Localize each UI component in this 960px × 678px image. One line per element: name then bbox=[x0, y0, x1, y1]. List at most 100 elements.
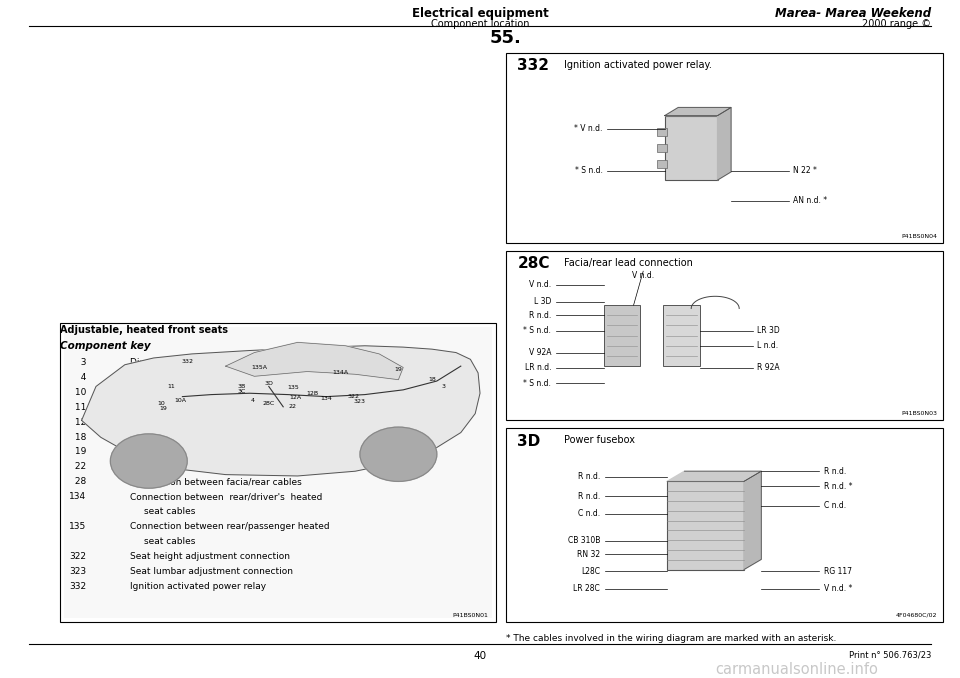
Text: Component key: Component key bbox=[60, 341, 150, 351]
Text: 12: 12 bbox=[72, 418, 86, 426]
Text: 10: 10 bbox=[157, 401, 165, 406]
Polygon shape bbox=[664, 107, 732, 116]
Bar bbox=[506, 251, 943, 420]
Bar bbox=[64, 327, 492, 618]
Polygon shape bbox=[82, 346, 480, 476]
Text: RN 32: RN 32 bbox=[577, 550, 600, 559]
Text: Connection between rear/passenger heated: Connection between rear/passenger heated bbox=[130, 522, 329, 531]
Text: 55.: 55. bbox=[490, 29, 521, 47]
Text: V n.d. *: V n.d. * bbox=[824, 584, 852, 593]
Text: 18: 18 bbox=[428, 377, 436, 382]
Text: 10A: 10A bbox=[175, 397, 186, 403]
Text: 4: 4 bbox=[251, 397, 254, 403]
Text: 134: 134 bbox=[321, 396, 332, 401]
Text: 19: 19 bbox=[395, 367, 402, 372]
Text: 28C: 28C bbox=[517, 256, 550, 271]
Text: Electrical equipment: Electrical equipment bbox=[412, 7, 548, 20]
Text: 19: 19 bbox=[159, 405, 167, 411]
Text: Component location: Component location bbox=[431, 19, 529, 29]
Text: 19: 19 bbox=[72, 447, 86, 456]
Text: Facia/rear lead connection: Facia/rear lead connection bbox=[564, 258, 692, 268]
Text: Power fusebox: Power fusebox bbox=[564, 435, 635, 445]
Text: Battery: Battery bbox=[130, 403, 163, 412]
Text: * S n.d.: * S n.d. bbox=[523, 378, 551, 388]
Text: V n.d.: V n.d. bbox=[529, 280, 551, 290]
Text: Junction unit: Junction unit bbox=[130, 373, 187, 382]
Text: C n.d.: C n.d. bbox=[824, 501, 846, 511]
Text: AN n.d. *: AN n.d. * bbox=[793, 197, 828, 205]
Text: 3C: 3C bbox=[238, 388, 246, 394]
Text: 12A: 12A bbox=[290, 395, 301, 400]
Text: C n.d.: C n.d. bbox=[578, 509, 600, 518]
Text: 332: 332 bbox=[69, 582, 86, 591]
Text: V n.d.: V n.d. bbox=[632, 271, 655, 280]
Circle shape bbox=[360, 427, 437, 481]
Text: * S n.d.: * S n.d. bbox=[523, 326, 551, 335]
Bar bbox=[657, 127, 666, 136]
Text: 28C: 28C bbox=[263, 401, 275, 406]
Polygon shape bbox=[717, 107, 732, 180]
Text: R n.d. *: R n.d. * bbox=[824, 482, 852, 491]
Text: Connection between  rear/driver's  heated: Connection between rear/driver's heated bbox=[130, 492, 322, 501]
Text: 11: 11 bbox=[72, 403, 86, 412]
Text: 18: 18 bbox=[72, 433, 86, 441]
Text: P41BS0N04: P41BS0N04 bbox=[900, 234, 937, 239]
Text: RG 117: RG 117 bbox=[824, 567, 852, 576]
Text: 332: 332 bbox=[181, 359, 193, 364]
Bar bbox=[667, 481, 744, 570]
Text: Connection between facia/rear cables: Connection between facia/rear cables bbox=[130, 477, 301, 486]
Text: 3B: 3B bbox=[238, 384, 246, 389]
Text: R 92A: R 92A bbox=[757, 363, 780, 372]
Polygon shape bbox=[744, 471, 761, 570]
Text: Seat lumbar adjustment connection: Seat lumbar adjustment connection bbox=[130, 567, 293, 576]
Bar bbox=[663, 305, 700, 366]
Text: 135: 135 bbox=[287, 385, 299, 391]
Bar bbox=[657, 144, 666, 152]
Text: 4F04680C/02: 4F04680C/02 bbox=[896, 613, 937, 618]
Text: seat cables: seat cables bbox=[144, 507, 196, 516]
Bar bbox=[506, 53, 943, 243]
Text: Ignition switch: Ignition switch bbox=[130, 418, 196, 426]
Bar bbox=[60, 323, 496, 622]
Text: 12B: 12B bbox=[306, 391, 318, 396]
Text: carmanualsonline.info: carmanualsonline.info bbox=[715, 662, 878, 677]
Text: 11: 11 bbox=[167, 384, 175, 389]
Text: 40: 40 bbox=[473, 651, 487, 661]
Text: 3: 3 bbox=[442, 384, 445, 389]
Text: * S n.d.: * S n.d. bbox=[574, 166, 603, 175]
Text: seat cables: seat cables bbox=[144, 537, 196, 546]
Text: 10: 10 bbox=[72, 388, 86, 397]
Text: LR 3D: LR 3D bbox=[757, 326, 780, 335]
Text: R n.d.: R n.d. bbox=[578, 473, 600, 481]
Text: Left facia earth: Left facia earth bbox=[130, 462, 199, 471]
Text: V 92A: V 92A bbox=[529, 348, 551, 357]
Text: 2000 range ©: 2000 range © bbox=[862, 19, 931, 29]
Text: Seat height adjustment connection: Seat height adjustment connection bbox=[130, 552, 290, 561]
Text: L 3D: L 3D bbox=[534, 297, 551, 306]
Text: LR 28C: LR 28C bbox=[573, 584, 600, 593]
Text: 323: 323 bbox=[354, 399, 366, 404]
Text: Engine battery earth: Engine battery earth bbox=[130, 388, 224, 397]
Text: 134A: 134A bbox=[333, 370, 348, 376]
Bar bbox=[664, 115, 718, 180]
Bar bbox=[657, 160, 666, 168]
Text: P41BS0N03: P41BS0N03 bbox=[900, 412, 937, 416]
Text: 3D: 3D bbox=[517, 434, 540, 449]
Text: 135A: 135A bbox=[252, 365, 267, 370]
Text: L28C: L28C bbox=[581, 567, 600, 576]
Text: 22: 22 bbox=[72, 462, 86, 471]
Text: 28: 28 bbox=[72, 477, 86, 486]
Bar bbox=[604, 305, 640, 366]
Text: * V n.d.: * V n.d. bbox=[574, 124, 603, 134]
Text: 4: 4 bbox=[75, 373, 86, 382]
Text: R n.d.: R n.d. bbox=[824, 466, 846, 475]
Polygon shape bbox=[667, 471, 761, 481]
Text: Ignition activated power relay: Ignition activated power relay bbox=[130, 582, 266, 591]
Text: 322: 322 bbox=[348, 394, 359, 399]
Text: R n.d.: R n.d. bbox=[578, 492, 600, 500]
Text: R n.d.: R n.d. bbox=[529, 311, 551, 320]
Text: Adjustable, heated front seats: Adjustable, heated front seats bbox=[60, 325, 228, 336]
Bar bbox=[506, 428, 943, 622]
Text: 22: 22 bbox=[289, 404, 297, 410]
Text: 323: 323 bbox=[69, 567, 86, 576]
